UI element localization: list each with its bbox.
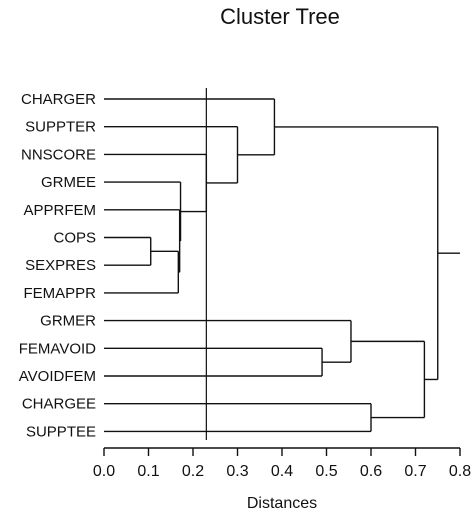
leaf-label: CHARGER (21, 91, 96, 108)
leaf-label: AVOIDFEM (19, 368, 96, 385)
x-tick-label: 0.6 (360, 463, 382, 480)
x-tick-label: 0.2 (182, 463, 204, 480)
x-tick-label: 0.8 (449, 463, 471, 480)
leaf-label: CHARGEE (22, 396, 96, 413)
leaf-label: GRMEE (41, 174, 96, 191)
x-axis-label: Distances (247, 495, 317, 511)
leaf-label: NNSCORE (21, 146, 96, 163)
leaf-label: SUPPTER (25, 119, 96, 136)
x-tick-label: 0.4 (271, 463, 293, 480)
leaf-label: APPRFEM (23, 202, 96, 219)
x-axis: 0.0 0.1 0.2 0.3 0.4 0.5 0.6 0.7 0.8 (93, 447, 471, 480)
leaf-labels: CHARGER SUPPTER NNSCORE GRMEE APPRFEM COPS SEX… (19, 91, 96, 440)
leaf-label: GRMER (40, 313, 96, 330)
leaf-label: SUPPTEE (26, 423, 96, 440)
leaf-label: FEMAVOID (19, 340, 96, 357)
chart-title: Cluster Tree (220, 4, 340, 29)
leaf-label: SEXPRES (25, 257, 96, 274)
tree-branches (104, 88, 460, 440)
leaf-label: FEMAPPR (23, 285, 96, 302)
x-tick-label: 0.7 (404, 463, 426, 480)
x-tick-label: 0.5 (315, 463, 337, 480)
x-tick-label: 0.3 (226, 463, 248, 480)
leaf-label: COPS (53, 230, 96, 247)
x-tick-label: 0.1 (137, 463, 159, 480)
x-tick-label: 0.0 (93, 463, 115, 480)
